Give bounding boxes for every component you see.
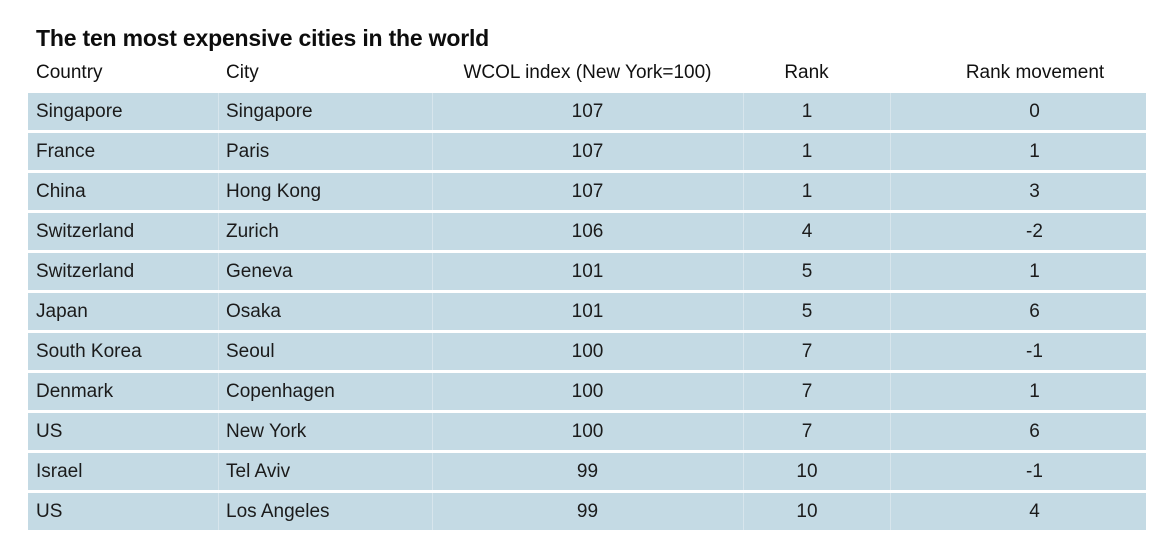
column-header-city: City <box>218 62 432 93</box>
cell-rank: 1 <box>743 133 890 173</box>
cell-city: Paris <box>218 133 432 173</box>
table-row: Denmark Copenhagen 100 7 1 <box>28 373 1146 413</box>
table-body: Singapore Singapore 107 1 0 France Paris 107 1 1 C… <box>28 93 1146 533</box>
cell-rank-movement: -2 <box>890 213 1146 253</box>
cell-rank-movement: 1 <box>890 253 1146 293</box>
cell-rank-movement: 6 <box>890 413 1146 453</box>
cell-rank: 1 <box>743 173 890 213</box>
cell-city: Tel Aviv <box>218 453 432 493</box>
column-header-wcol-index: WCOL index (New York=100) <box>432 62 743 93</box>
cell-city: Hong Kong <box>218 173 432 213</box>
cell-country: Israel <box>28 453 218 493</box>
table-row: Switzerland Geneva 101 5 1 <box>28 253 1146 293</box>
table-row: France Paris 107 1 1 <box>28 133 1146 173</box>
cell-country: Switzerland <box>28 253 218 293</box>
cell-country: Japan <box>28 293 218 333</box>
table-row: Singapore Singapore 107 1 0 <box>28 93 1146 133</box>
cell-wcol-index: 99 <box>432 493 743 533</box>
table-row: Japan Osaka 101 5 6 <box>28 293 1146 333</box>
cell-wcol-index: 100 <box>432 413 743 453</box>
cell-city: Zurich <box>218 213 432 253</box>
cell-rank-movement: 1 <box>890 133 1146 173</box>
cell-rank-movement: 0 <box>890 93 1146 133</box>
table-row: Switzerland Zurich 106 4 -2 <box>28 213 1146 253</box>
cell-city: Seoul <box>218 333 432 373</box>
cell-country: South Korea <box>28 333 218 373</box>
cell-country: Singapore <box>28 93 218 133</box>
cell-country: US <box>28 413 218 453</box>
table-row: US New York 100 7 6 <box>28 413 1146 453</box>
table-header: Country City WCOL index (New York=100) R… <box>28 62 1146 93</box>
cell-rank-movement: 3 <box>890 173 1146 213</box>
cell-rank-movement: -1 <box>890 453 1146 493</box>
cell-country: US <box>28 493 218 533</box>
cell-wcol-index: 100 <box>432 373 743 413</box>
table-row: China Hong Kong 107 1 3 <box>28 173 1146 213</box>
cell-city: Osaka <box>218 293 432 333</box>
cell-wcol-index: 107 <box>432 93 743 133</box>
table-row: US Los Angeles 99 10 4 <box>28 493 1146 533</box>
cell-rank: 7 <box>743 333 890 373</box>
cell-city: Singapore <box>218 93 432 133</box>
cell-rank: 1 <box>743 93 890 133</box>
cell-country: Denmark <box>28 373 218 413</box>
cell-country: Switzerland <box>28 213 218 253</box>
cell-rank: 10 <box>743 453 890 493</box>
column-header-rank: Rank <box>743 62 890 93</box>
cell-wcol-index: 101 <box>432 293 743 333</box>
table-row: South Korea Seoul 100 7 -1 <box>28 333 1146 373</box>
cell-rank-movement: 1 <box>890 373 1146 413</box>
cell-rank: 7 <box>743 373 890 413</box>
expensive-cities-table: Country City WCOL index (New York=100) R… <box>28 62 1146 533</box>
cell-wcol-index: 99 <box>432 453 743 493</box>
cell-rank-movement: -1 <box>890 333 1146 373</box>
cell-rank: 5 <box>743 293 890 333</box>
cell-city: Los Angeles <box>218 493 432 533</box>
cell-country: China <box>28 173 218 213</box>
cell-city: Copenhagen <box>218 373 432 413</box>
page-title: The ten most expensive cities in the wor… <box>36 25 489 51</box>
cell-city: Geneva <box>218 253 432 293</box>
column-header-rank-movement: Rank movement <box>890 62 1146 93</box>
cell-wcol-index: 101 <box>432 253 743 293</box>
cell-wcol-index: 106 <box>432 213 743 253</box>
cell-rank: 7 <box>743 413 890 453</box>
column-header-country: Country <box>28 62 218 93</box>
cell-city: New York <box>218 413 432 453</box>
cell-rank: 4 <box>743 213 890 253</box>
cell-rank-movement: 4 <box>890 493 1146 533</box>
cell-wcol-index: 107 <box>432 133 743 173</box>
cell-rank: 5 <box>743 253 890 293</box>
cell-country: France <box>28 133 218 173</box>
cell-rank-movement: 6 <box>890 293 1146 333</box>
cell-wcol-index: 100 <box>432 333 743 373</box>
table-row: Israel Tel Aviv 99 10 -1 <box>28 453 1146 493</box>
cell-wcol-index: 107 <box>432 173 743 213</box>
header-row: Country City WCOL index (New York=100) R… <box>28 62 1146 93</box>
cell-rank: 10 <box>743 493 890 533</box>
